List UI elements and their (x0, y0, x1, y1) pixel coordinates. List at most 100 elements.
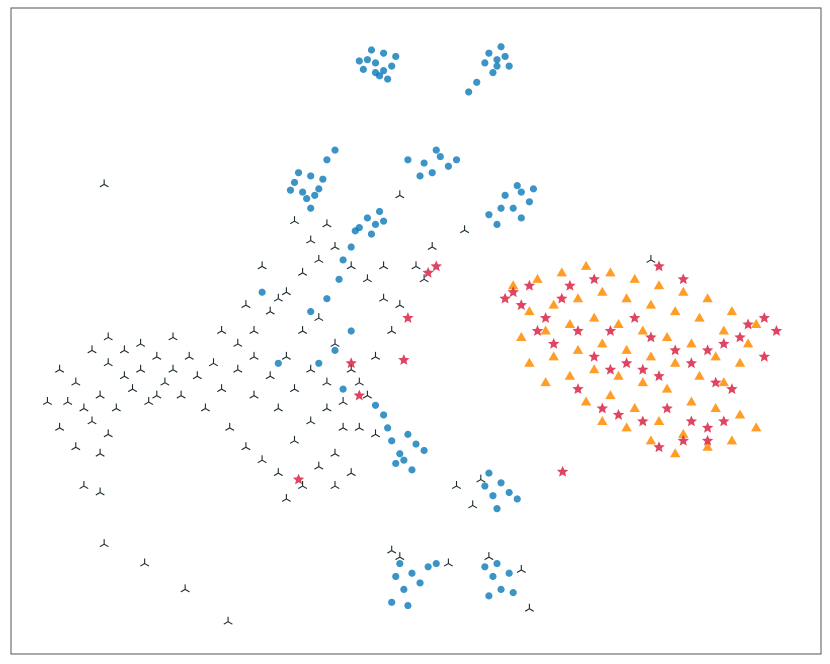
point (323, 156, 331, 164)
point (419, 274, 429, 283)
point (294, 169, 303, 177)
point (686, 338, 697, 348)
point (485, 49, 493, 57)
point (160, 377, 170, 386)
point (524, 357, 535, 367)
point (770, 325, 783, 336)
point (314, 313, 324, 322)
point (509, 204, 517, 212)
point (524, 306, 535, 316)
point (548, 351, 559, 361)
point (398, 354, 410, 365)
point (564, 370, 576, 380)
point (346, 261, 356, 270)
point (516, 331, 527, 341)
point (637, 363, 649, 375)
point (670, 448, 681, 458)
point (395, 300, 405, 309)
point (629, 273, 640, 283)
point (701, 421, 714, 433)
point (396, 559, 404, 568)
point (523, 279, 536, 291)
point (95, 448, 105, 457)
point (71, 442, 81, 451)
point (375, 207, 384, 216)
plot-frame (10, 7, 822, 655)
point (685, 415, 698, 427)
point (303, 194, 311, 203)
point (371, 59, 380, 67)
point (119, 345, 129, 354)
point (367, 46, 376, 54)
point (330, 242, 340, 250)
point (384, 424, 392, 432)
point (588, 273, 600, 285)
point (734, 409, 746, 419)
point (686, 396, 697, 406)
point (493, 56, 501, 64)
point (694, 312, 705, 322)
point (629, 403, 640, 413)
point (387, 326, 397, 334)
point (371, 220, 380, 229)
point (359, 65, 367, 73)
point (379, 293, 389, 302)
point (379, 261, 389, 270)
point (476, 474, 486, 483)
point (612, 408, 625, 420)
point (540, 325, 551, 335)
point (217, 326, 227, 334)
point (465, 88, 473, 96)
point (645, 435, 657, 445)
point (420, 159, 428, 167)
point (363, 56, 371, 64)
point (516, 565, 526, 573)
point (597, 338, 608, 348)
point (241, 300, 251, 309)
point (507, 286, 519, 298)
point (628, 312, 641, 323)
point (225, 422, 235, 431)
point (395, 190, 405, 199)
point (87, 345, 97, 354)
point (223, 616, 233, 625)
point (525, 198, 534, 206)
point (653, 415, 665, 425)
point (208, 358, 219, 367)
point (184, 351, 194, 360)
point (289, 216, 300, 225)
point (71, 377, 81, 386)
point (556, 267, 567, 277)
point (335, 275, 343, 283)
point (621, 293, 632, 303)
point (79, 403, 89, 412)
point (63, 397, 73, 406)
point (400, 456, 408, 464)
point (339, 256, 347, 264)
point (597, 415, 608, 425)
point (484, 552, 494, 561)
point (380, 49, 388, 57)
point (460, 225, 470, 234)
point (422, 266, 434, 278)
point (517, 188, 525, 196)
point (144, 397, 154, 406)
point (646, 254, 656, 263)
point (677, 434, 690, 446)
point (180, 584, 190, 593)
point (758, 350, 771, 362)
point (734, 331, 746, 343)
point (588, 350, 600, 362)
point (613, 370, 624, 380)
point (384, 75, 392, 83)
point (613, 319, 624, 329)
point (370, 429, 381, 438)
point (388, 598, 396, 606)
point (298, 326, 308, 334)
point (508, 280, 519, 290)
point (701, 434, 714, 446)
point (330, 338, 340, 347)
point (436, 152, 444, 161)
point (670, 357, 681, 367)
